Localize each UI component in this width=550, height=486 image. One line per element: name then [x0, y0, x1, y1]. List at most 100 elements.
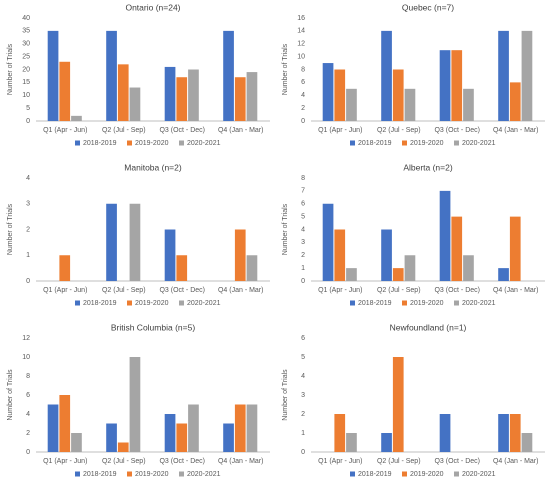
y-tick-label: 2 [301, 411, 305, 418]
bar [47, 30, 59, 121]
legend-swatch [350, 140, 355, 146]
legend-label: 2020-2021 [462, 471, 496, 478]
y-axis-label: Number of Trials [7, 369, 14, 421]
legend-label: 2018-2019 [358, 140, 392, 147]
y-tick-label: 6 [301, 201, 305, 208]
y-tick-label: 4 [301, 373, 305, 380]
x-tick-label: Q2 (Jul - Sep) [377, 287, 421, 294]
x-tick-label: Q3 (Oct - Dec) [434, 127, 480, 134]
y-axis-label: Number of Trials [7, 43, 14, 95]
bar [334, 69, 346, 121]
y-tick-label: 14 [297, 28, 305, 35]
bar [246, 72, 258, 121]
legend-swatch [350, 300, 355, 306]
bar [106, 30, 117, 121]
bar [498, 414, 509, 452]
y-axis-label: Number of Trials [7, 203, 14, 255]
y-tick-label: 2 [301, 105, 305, 112]
legend-swatch [350, 471, 355, 477]
y-tick-label: 8 [26, 373, 30, 380]
x-tick-label: Q4 (Jan - Mar) [493, 127, 539, 134]
bar [59, 395, 71, 452]
chart-title: Ontario (n=24) [125, 2, 180, 12]
x-tick-label: Q4 (Jan - Mar) [218, 458, 264, 465]
y-tick-label: 15 [22, 79, 30, 86]
bar [463, 88, 474, 121]
bar [439, 414, 451, 452]
bar [521, 433, 533, 452]
y-tick-label: 0 [26, 278, 30, 285]
bar [176, 255, 188, 281]
legend-swatch [402, 140, 407, 146]
y-tick-label: 0 [26, 118, 30, 125]
bar [59, 255, 71, 281]
y-tick-label: 6 [301, 335, 305, 342]
y-tick-label: 3 [301, 239, 305, 246]
bar [234, 229, 246, 281]
bar [451, 50, 463, 121]
y-tick-label: 6 [301, 79, 305, 86]
y-tick-label: 4 [26, 411, 30, 418]
y-tick-label: 1 [301, 430, 305, 437]
y-tick-label: 40 [22, 15, 30, 22]
legend-label: 2018-2019 [358, 300, 392, 307]
x-tick-label: Q1 (Apr - Jun) [318, 287, 362, 294]
y-tick-label: 4 [26, 175, 30, 182]
bar [106, 423, 117, 452]
bar [129, 87, 141, 121]
y-axis-label: Number of Trials [282, 203, 289, 255]
bar [47, 404, 59, 452]
y-tick-label: 5 [301, 354, 305, 361]
x-tick-label: Q3 (Oct - Dec) [159, 287, 205, 294]
legend-label: 2019-2020 [135, 140, 169, 147]
y-tick-label: 3 [301, 392, 305, 399]
legend-label: 2020-2021 [187, 140, 221, 147]
x-tick-label: Q3 (Oct - Dec) [159, 127, 205, 134]
bar [509, 82, 521, 121]
y-tick-label: 3 [26, 201, 30, 208]
bar [509, 414, 521, 452]
x-tick-label: Q2 (Jul - Sep) [102, 458, 146, 465]
bar [71, 433, 82, 452]
chart-title: Manitoba (n=2) [124, 162, 182, 172]
x-tick-label: Q2 (Jul - Sep) [377, 458, 421, 465]
bar [392, 268, 404, 281]
legend-swatch [402, 300, 407, 306]
bar [176, 77, 188, 121]
legend-label: 2019-2020 [410, 300, 444, 307]
bar [498, 268, 509, 281]
y-tick-label: 2 [301, 252, 305, 259]
chart-title: British Columbia (n=5) [111, 322, 195, 332]
bar [223, 30, 234, 121]
x-tick-label: Q1 (Apr - Jun) [318, 458, 362, 465]
bar [234, 404, 246, 452]
legend-label: 2018-2019 [83, 140, 117, 147]
x-tick-label: Q4 (Jan - Mar) [218, 287, 264, 294]
x-tick-label: Q4 (Jan - Mar) [493, 458, 539, 465]
legend-label: 2020-2021 [462, 300, 496, 307]
x-tick-label: Q3 (Oct - Dec) [159, 458, 205, 465]
legend-swatch [179, 140, 184, 146]
legend-label: 2019-2020 [135, 471, 169, 478]
bar [117, 64, 129, 121]
x-tick-label: Q3 (Oct - Dec) [434, 458, 480, 465]
bar [346, 88, 357, 121]
bar [404, 88, 416, 121]
y-tick-label: 12 [22, 335, 30, 342]
chart-title: Quebec (n=7) [402, 2, 454, 12]
y-axis-label: Number of Trials [282, 43, 289, 95]
legend-swatch [454, 300, 459, 306]
legend-label: 2018-2019 [83, 471, 117, 478]
legend-swatch [127, 140, 132, 146]
legend-label: 2018-2019 [83, 300, 117, 307]
legend-swatch [402, 471, 407, 477]
bar [392, 357, 404, 452]
bar [106, 203, 117, 281]
legend-swatch [179, 300, 184, 306]
legend-swatch [179, 471, 184, 477]
y-tick-label: 0 [301, 118, 305, 125]
bar [404, 255, 416, 281]
bar [334, 229, 346, 281]
y-axis-label: Number of Trials [282, 369, 289, 421]
legend-swatch [127, 471, 132, 477]
